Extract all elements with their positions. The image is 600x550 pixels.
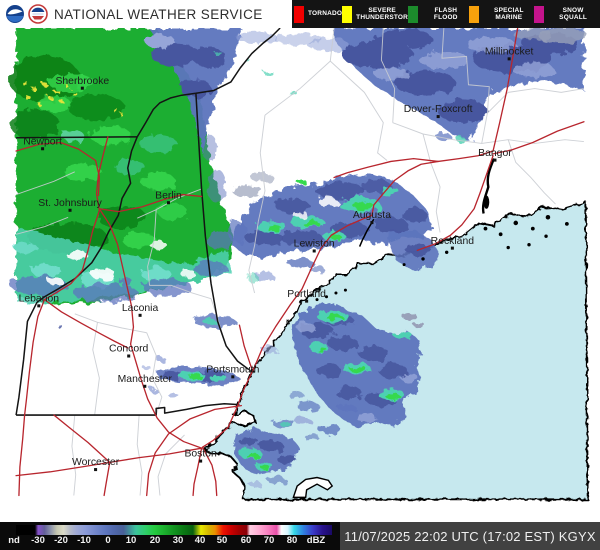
city-label-sherbrooke: Sherbrooke <box>55 76 109 87</box>
legend-item-flash-flood: FLASH FLOOD <box>408 5 469 23</box>
nws-logo-icon <box>28 4 48 24</box>
colorbar-tick-70: 70 <box>263 535 275 546</box>
city-label-manchester: Manchester <box>118 374 173 385</box>
header-bar: NATIONAL WEATHER SERVICE TORNADO SEVERE T… <box>0 0 600 28</box>
colorbar-tick-40: 40 <box>194 535 206 546</box>
city-marker <box>143 384 147 388</box>
city-marker <box>312 249 316 253</box>
colorbar-tick--30: -30 <box>31 535 45 546</box>
legend-swatch <box>469 5 480 23</box>
city-label-concord: Concord <box>109 344 148 355</box>
noaa-logo-icon <box>6 5 24 23</box>
radar-green-mass <box>8 28 236 328</box>
legend-swatch <box>408 5 419 23</box>
city-marker <box>68 208 72 212</box>
colorbar-tick--20: -20 <box>54 535 68 546</box>
legend-swatch <box>534 5 545 23</box>
city-marker <box>493 158 497 162</box>
county-lines <box>15 28 584 496</box>
legend-item-severe-thunderstorm: SEVERE THUNDERSTORM <box>342 5 414 23</box>
colorbar-tick--10: -10 <box>77 535 91 546</box>
city-marker <box>37 304 41 308</box>
city-label-millinocket: Millinocket <box>485 46 534 57</box>
city-marker <box>305 299 309 303</box>
city-label-augusta: Augusta <box>353 210 391 221</box>
colorbar-tick-0: 0 <box>105 535 111 546</box>
roads <box>15 28 585 497</box>
legend-swatch <box>342 5 353 23</box>
city-marker <box>231 375 235 379</box>
radar-map[interactable]: Sherbrooke Newport St. Johnsbury Berlin Mill… <box>0 28 600 522</box>
city-marker <box>80 86 84 90</box>
city-label-worcester: Worcester <box>72 457 120 468</box>
colorbar-tick-10: 10 <box>125 535 137 546</box>
city-label-berlin: Berlin <box>155 190 182 201</box>
radar-yellow-specks <box>21 80 124 117</box>
city-label-portland: Portland <box>287 289 326 300</box>
city-marker <box>436 115 440 119</box>
rivers-islands <box>292 158 569 499</box>
state-borders <box>15 28 281 416</box>
timestamp: 11/07/2025 22:02 UTC (17:02 EST) KGYX <box>344 528 596 544</box>
city-marker <box>127 354 131 358</box>
city-marker <box>166 201 170 205</box>
colorbar-tick-nd: nd <box>8 535 20 546</box>
city-label-laconia: Laconia <box>122 303 159 314</box>
city-label-boston: Boston <box>184 449 217 460</box>
city-label-lebanon: Lebanon <box>19 293 60 304</box>
city-label-rockland: Rockland <box>431 236 475 247</box>
legend-label: SEVERE THUNDERSTORM <box>356 6 414 21</box>
legend-item-tornado: TORNADO <box>294 5 343 23</box>
legend-item-snow-squall: SNOW SQUALL <box>534 5 598 23</box>
reflectivity-colorbar <box>16 525 332 535</box>
legend-label: SPECIAL MARINE <box>494 6 524 21</box>
page-title: NATIONAL WEATHER SERVICE <box>54 6 263 22</box>
radar-offshore <box>232 303 425 487</box>
city-label-newport: Newport <box>23 136 62 147</box>
city-marker <box>507 57 511 61</box>
city-marker <box>199 459 203 463</box>
brand <box>0 0 48 28</box>
colorbar-tick-50: 50 <box>216 535 228 546</box>
colorbar-tick-80: 80 <box>286 535 298 546</box>
legend-label: SNOW SQUALL <box>559 6 588 21</box>
colorbar-tick-dBZ: dBZ <box>306 535 326 546</box>
city-marker <box>370 221 374 225</box>
colorbar-tick-20: 20 <box>149 535 161 546</box>
warning-legend: TORNADO SEVERE THUNDERSTORM FLASH FLOOD SPE… <box>292 0 600 28</box>
city-label-bangor: Bangor <box>478 148 512 159</box>
legend-item-special-marine: SPECIAL MARINE <box>469 5 534 23</box>
city-marker <box>138 313 142 317</box>
legend-label: TORNADO <box>308 10 343 18</box>
city-marker <box>41 147 45 151</box>
timestamp-panel: 11/07/2025 22:02 UTC (17:02 EST) KGYX <box>340 522 600 550</box>
city-label-portsmouth: Portsmouth <box>206 364 259 375</box>
radar-map-svg: Sherbrooke Newport St. Johnsbury Berlin Mill… <box>8 28 589 501</box>
city-label-lewiston: Lewiston <box>294 239 335 250</box>
radar-top-band <box>144 28 588 155</box>
legend-label: FLASH FLOOD <box>433 6 458 21</box>
city-label-dover-foxcroft: Dover-Foxcroft <box>404 104 473 115</box>
radar-manchester-streak <box>58 325 242 399</box>
city-marker <box>94 468 98 472</box>
legend-swatch <box>294 5 304 23</box>
city-labels: Sherbrooke Newport St. Johnsbury Berlin Mill… <box>19 46 534 472</box>
colorbar-tick-30: 30 <box>172 535 184 546</box>
city-label-st-johnsbury: St. Johnsbury <box>38 198 102 209</box>
colorbar-tick-60: 60 <box>240 535 252 546</box>
footer-bar: nd -30 -20 -10 0 10 20 30 40 50 60 70 80 dBZ 11/07/20… <box>0 522 600 550</box>
reflectivity-scale: nd -30 -20 -10 0 10 20 30 40 50 60 70 80 dBZ <box>0 522 340 550</box>
city-marker <box>450 246 454 250</box>
